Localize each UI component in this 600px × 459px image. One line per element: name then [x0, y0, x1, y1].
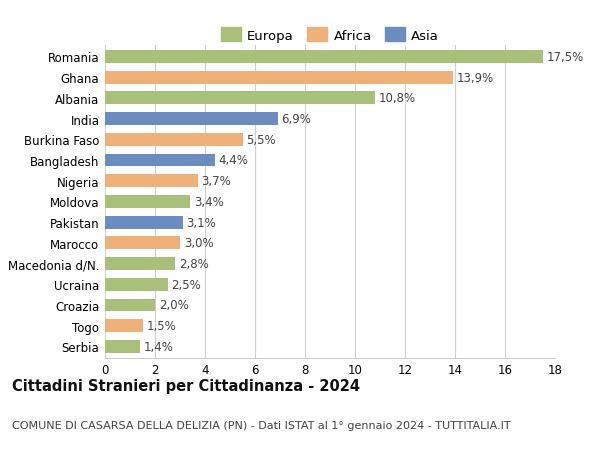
Bar	[105, 72, 452, 84]
Bar	[105, 237, 180, 250]
Text: 2,5%: 2,5%	[171, 278, 201, 291]
Text: 3,0%: 3,0%	[184, 237, 214, 250]
Bar	[105, 216, 182, 229]
Bar	[105, 196, 190, 208]
Text: 6,9%: 6,9%	[281, 113, 311, 126]
Text: 3,7%: 3,7%	[201, 175, 231, 188]
Bar	[105, 319, 143, 332]
Text: Cittadini Stranieri per Cittadinanza - 2024: Cittadini Stranieri per Cittadinanza - 2…	[12, 379, 360, 394]
Bar	[105, 340, 140, 353]
Text: 2,0%: 2,0%	[159, 299, 188, 312]
Legend: Europa, Africa, Asia: Europa, Africa, Asia	[217, 24, 443, 46]
Text: 1,5%: 1,5%	[146, 319, 176, 332]
Text: 13,9%: 13,9%	[456, 72, 493, 84]
Bar	[105, 92, 375, 105]
Text: 5,5%: 5,5%	[246, 134, 276, 146]
Bar	[105, 175, 197, 188]
Text: 3,1%: 3,1%	[186, 216, 216, 229]
Text: COMUNE DI CASARSA DELLA DELIZIA (PN) - Dati ISTAT al 1° gennaio 2024 - TUTTITALI: COMUNE DI CASARSA DELLA DELIZIA (PN) - D…	[12, 420, 511, 430]
Bar	[105, 134, 242, 146]
Text: 1,4%: 1,4%	[144, 340, 173, 353]
Bar	[105, 278, 167, 291]
Text: 4,4%: 4,4%	[219, 154, 248, 167]
Bar	[105, 113, 277, 126]
Text: 17,5%: 17,5%	[546, 51, 583, 64]
Bar	[105, 257, 175, 270]
Text: 10,8%: 10,8%	[379, 92, 416, 105]
Text: 2,8%: 2,8%	[179, 257, 209, 270]
Bar	[105, 299, 155, 312]
Text: 3,4%: 3,4%	[194, 196, 223, 208]
Bar	[105, 51, 542, 64]
Bar	[105, 154, 215, 167]
